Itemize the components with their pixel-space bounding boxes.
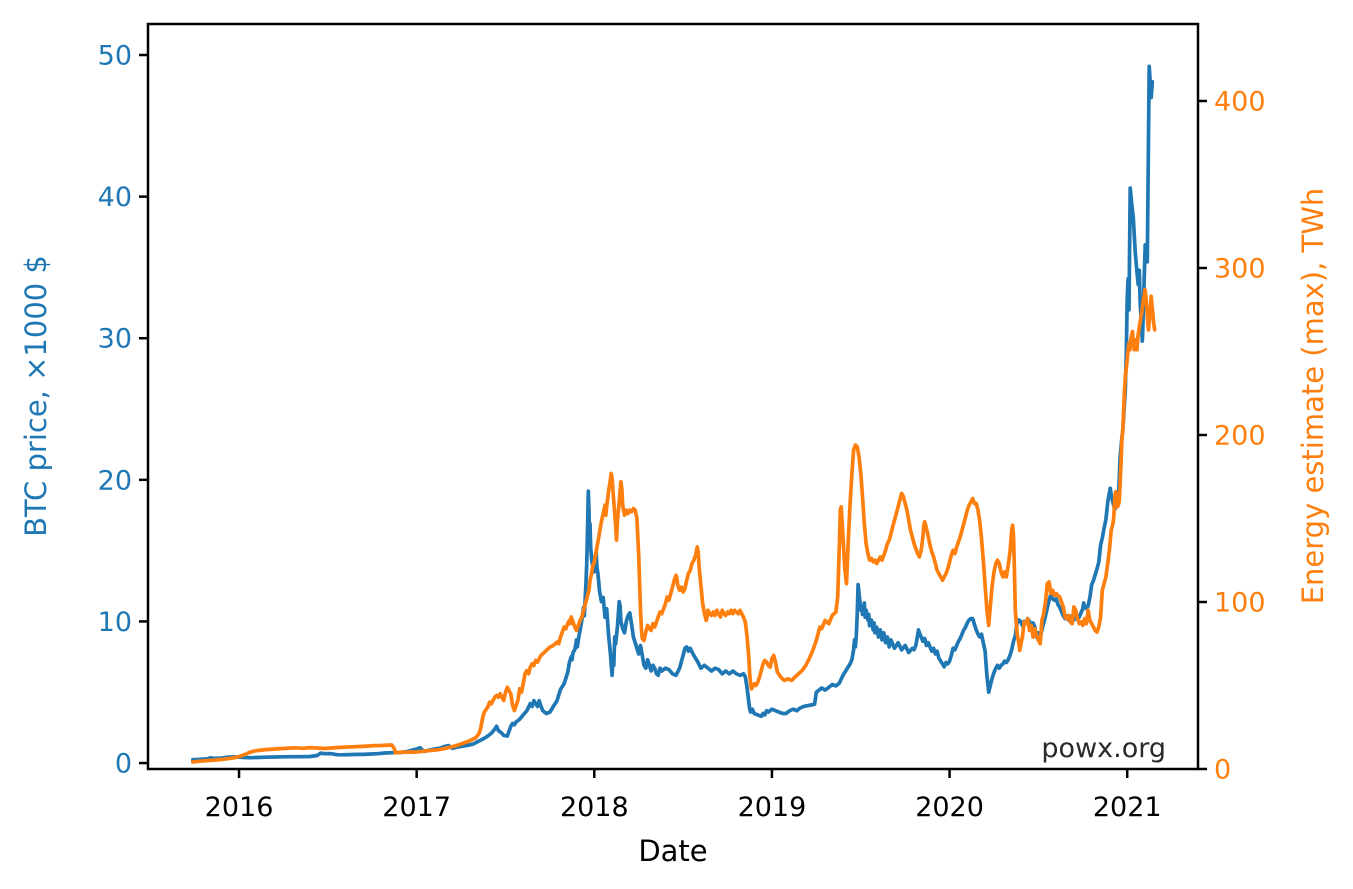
- series-lines: [190, 64, 1157, 764]
- x-axis: 2016 2017 2018 2019 2020 2021: [205, 769, 1162, 823]
- btc-price-line: [190, 64, 1155, 762]
- x-tick-label: 2021: [1093, 792, 1162, 823]
- y-right-tick-label: 200: [1214, 420, 1266, 451]
- y-right-tick-label: 100: [1214, 587, 1266, 618]
- y-axis-right: 0 100 200 300 400: [1198, 86, 1266, 786]
- plot-frame: [146, 22, 1200, 771]
- energy-estimate-line: [190, 287, 1157, 764]
- y-right-tick-label: 300: [1214, 253, 1266, 284]
- y-left-tick-label: 30: [98, 324, 132, 355]
- axes-spines: [146, 22, 1200, 771]
- y-right-tick-label: 400: [1214, 86, 1266, 117]
- x-tick-label: 2017: [382, 792, 451, 823]
- left-axis-label: BTC price, ×1000 $: [19, 255, 53, 537]
- y-left-tick-label: 40: [98, 182, 132, 213]
- watermark-text: powx.org: [1041, 733, 1166, 764]
- y-axis-left: 0 10 20 30 40 50: [98, 41, 148, 780]
- x-tick-label: 2016: [205, 792, 274, 823]
- x-tick-label: 2018: [560, 792, 629, 823]
- x-tick-label: 2020: [915, 792, 984, 823]
- y-right-tick-label: 0: [1214, 755, 1231, 786]
- x-axis-label: Date: [638, 834, 707, 868]
- y-left-tick-label: 50: [98, 41, 132, 72]
- right-axis-label: Energy estimate (max), TWh: [1296, 188, 1330, 605]
- x-tick-label: 2019: [738, 792, 807, 823]
- y-left-tick-label: 10: [98, 607, 132, 638]
- y-left-tick-label: 20: [98, 465, 132, 496]
- y-left-tick-label: 0: [115, 749, 132, 780]
